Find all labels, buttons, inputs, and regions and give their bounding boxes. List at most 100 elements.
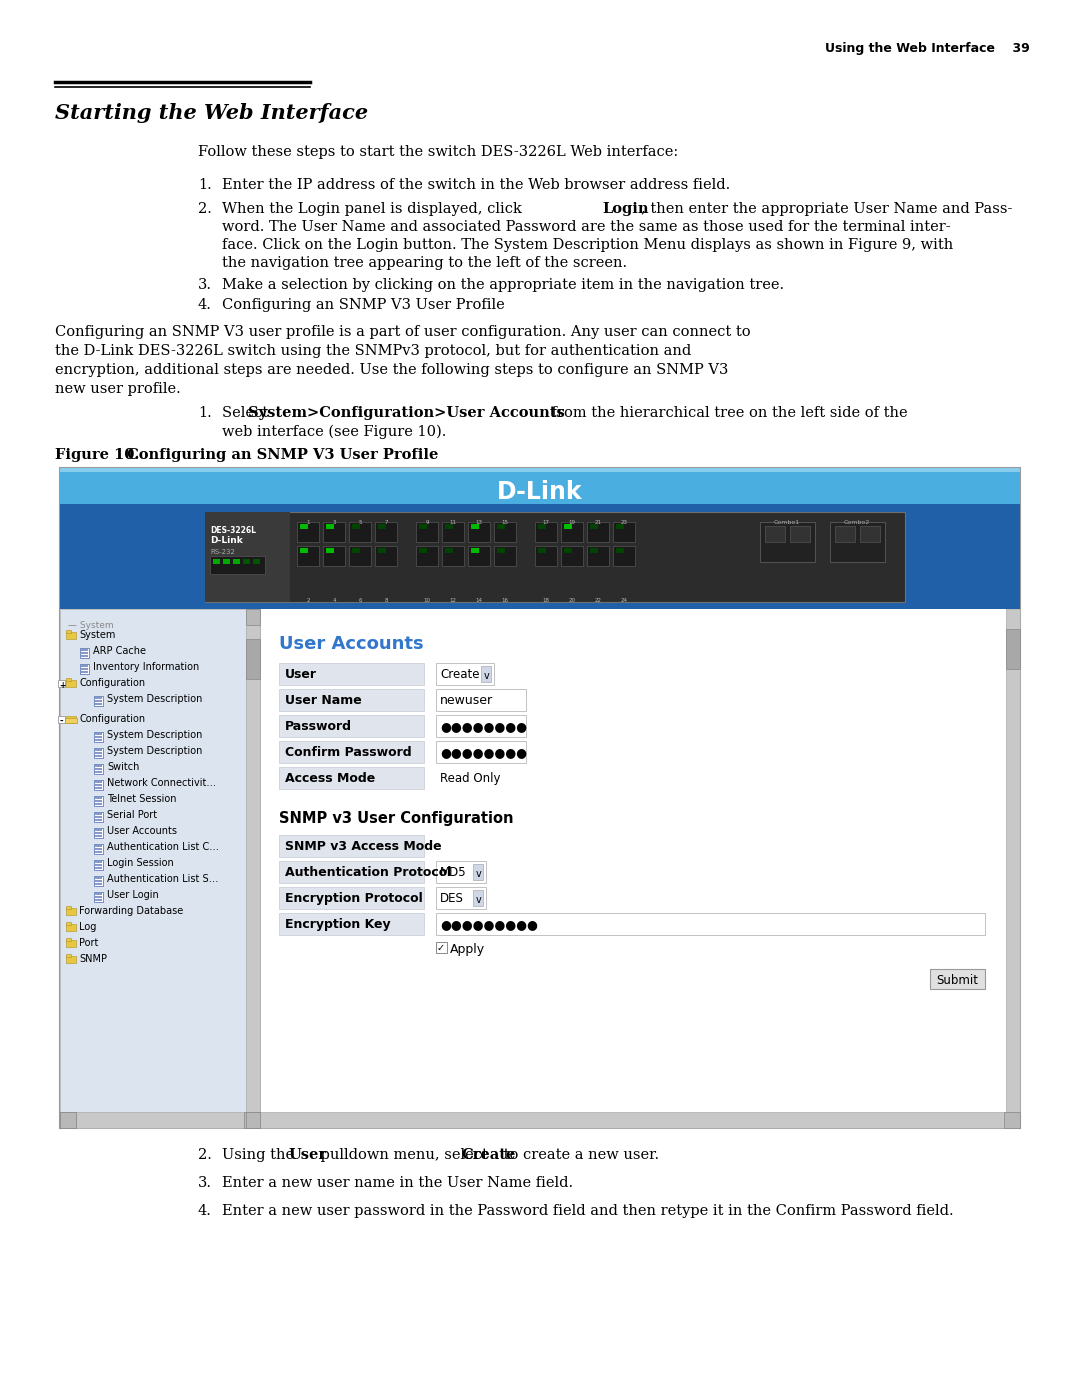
Bar bbox=[760, 522, 815, 562]
Text: Login Session: Login Session bbox=[107, 858, 174, 868]
Text: Authentication List C…: Authentication List C… bbox=[107, 842, 219, 852]
Bar bbox=[95, 816, 102, 817]
Text: the navigation tree appearing to the left of the screen.: the navigation tree appearing to the lef… bbox=[222, 256, 627, 270]
Bar bbox=[349, 546, 372, 566]
Text: D-Link: D-Link bbox=[497, 481, 583, 504]
Text: -: - bbox=[59, 717, 63, 726]
Bar bbox=[95, 819, 102, 820]
Bar bbox=[375, 522, 397, 542]
Text: ✓: ✓ bbox=[437, 943, 445, 953]
Text: Make a selection by clicking on the appropriate item in the navigation tree.: Make a selection by clicking on the appr… bbox=[222, 278, 784, 292]
Text: 22: 22 bbox=[594, 598, 602, 604]
Text: 6: 6 bbox=[359, 598, 362, 604]
Text: Authentication Protocol: Authentication Protocol bbox=[285, 866, 451, 879]
Bar bbox=[58, 717, 65, 724]
Bar bbox=[494, 522, 516, 542]
Text: DES-3226L: DES-3226L bbox=[210, 527, 256, 535]
Bar bbox=[95, 813, 102, 814]
Bar bbox=[66, 631, 76, 638]
Bar bbox=[81, 652, 87, 654]
Text: Enter the IP address of the switch in the Web browser address field.: Enter the IP address of the switch in th… bbox=[222, 177, 730, 191]
Bar bbox=[279, 887, 424, 909]
Bar bbox=[94, 780, 103, 789]
Bar bbox=[564, 524, 572, 529]
Bar bbox=[279, 914, 424, 935]
Bar bbox=[233, 559, 240, 564]
Bar bbox=[253, 559, 260, 564]
Text: Using the Web Interface    39: Using the Web Interface 39 bbox=[825, 42, 1030, 54]
Text: 14: 14 bbox=[475, 598, 483, 604]
Text: User Login: User Login bbox=[107, 890, 159, 900]
Bar bbox=[66, 678, 71, 680]
Text: DES: DES bbox=[440, 893, 464, 905]
Bar bbox=[613, 522, 635, 542]
Bar bbox=[222, 559, 230, 564]
Bar bbox=[1004, 1112, 1020, 1127]
Bar bbox=[436, 861, 486, 883]
Bar bbox=[94, 812, 103, 821]
Bar bbox=[205, 511, 905, 602]
Text: ●●●●●●●●●: ●●●●●●●●● bbox=[440, 918, 538, 930]
Bar bbox=[95, 766, 102, 767]
Bar bbox=[300, 548, 308, 553]
Text: System Description: System Description bbox=[107, 746, 202, 756]
Bar bbox=[95, 771, 102, 773]
Bar bbox=[416, 522, 438, 542]
Text: face. Click on the Login button. The System Description Menu displays as shown i: face. Click on the Login button. The Sys… bbox=[222, 237, 954, 251]
Bar bbox=[60, 1112, 76, 1127]
Text: 11: 11 bbox=[449, 520, 457, 525]
Bar bbox=[1005, 609, 1020, 1112]
Bar bbox=[494, 546, 516, 566]
Bar bbox=[94, 747, 103, 759]
Text: 8: 8 bbox=[384, 598, 388, 604]
Bar bbox=[95, 835, 102, 837]
Text: ●●●●●●●●: ●●●●●●●● bbox=[440, 719, 527, 733]
Bar bbox=[95, 803, 102, 805]
Bar bbox=[95, 736, 102, 738]
Bar bbox=[58, 680, 65, 687]
Bar bbox=[213, 559, 220, 564]
Text: Password: Password bbox=[285, 719, 352, 733]
Bar bbox=[95, 749, 102, 750]
Bar bbox=[378, 524, 386, 529]
Bar bbox=[66, 717, 76, 724]
Bar bbox=[588, 546, 609, 566]
Bar bbox=[436, 740, 526, 763]
Text: new user profile.: new user profile. bbox=[55, 381, 180, 395]
Bar bbox=[419, 548, 427, 553]
Text: Configuring an SNMP V3 user profile is a part of user configuration. Any user ca: Configuring an SNMP V3 user profile is a… bbox=[55, 326, 751, 339]
Bar bbox=[561, 522, 583, 542]
Bar bbox=[94, 893, 103, 902]
Bar bbox=[297, 546, 319, 566]
Text: Create: Create bbox=[440, 668, 480, 680]
Bar bbox=[60, 609, 260, 1127]
Bar bbox=[95, 800, 102, 802]
Bar bbox=[473, 863, 483, 880]
Text: Combo2: Combo2 bbox=[843, 520, 870, 525]
Text: 20: 20 bbox=[568, 598, 576, 604]
Bar bbox=[279, 835, 424, 856]
Text: 7: 7 bbox=[384, 520, 388, 525]
Bar bbox=[60, 468, 1020, 1127]
Bar bbox=[564, 548, 572, 553]
Bar bbox=[590, 524, 598, 529]
Text: newuser: newuser bbox=[440, 694, 494, 707]
Text: System Description: System Description bbox=[107, 694, 202, 704]
Bar bbox=[66, 908, 76, 915]
Text: 12: 12 bbox=[449, 598, 457, 604]
Bar bbox=[471, 524, 480, 529]
Text: 1: 1 bbox=[307, 520, 310, 525]
Bar bbox=[94, 764, 103, 774]
Bar bbox=[66, 937, 71, 942]
Text: Apply: Apply bbox=[450, 943, 485, 956]
Text: When the Login panel is displayed, click: When the Login panel is displayed, click bbox=[222, 203, 527, 217]
Bar bbox=[95, 895, 102, 897]
Bar bbox=[95, 861, 102, 862]
Text: 10: 10 bbox=[423, 598, 431, 604]
Text: Switch: Switch bbox=[107, 761, 139, 773]
Text: Create: Create bbox=[461, 1148, 515, 1162]
Bar bbox=[80, 664, 89, 673]
Bar bbox=[81, 671, 87, 672]
Text: Combo1: Combo1 bbox=[774, 520, 800, 525]
Text: Inventory Information: Inventory Information bbox=[93, 662, 199, 672]
